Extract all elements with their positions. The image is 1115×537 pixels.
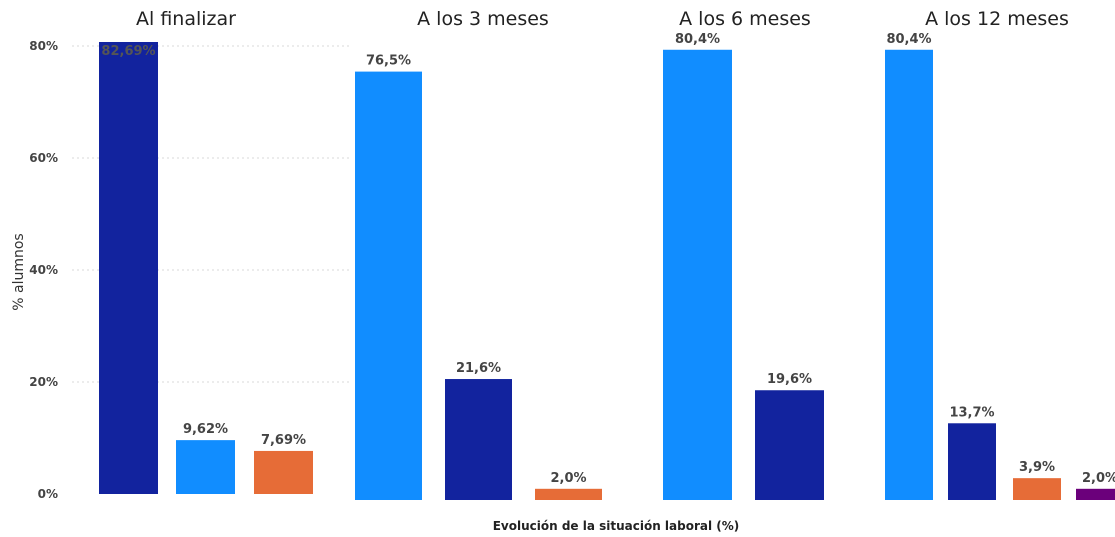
y-tick-label: 20% [29,375,58,389]
data-label: 2,0% [550,471,586,486]
bar [445,379,512,500]
y-axis-ticks: 0% 20% 40% 60% 80% [29,39,58,501]
data-label: 80,4% [675,32,720,47]
data-label: 80,4% [886,32,931,47]
bar [99,42,158,494]
bar [948,423,996,500]
bar [1013,478,1061,500]
x-axis-label: Evolución de la situación laboral (%) [493,519,740,533]
bar [663,49,732,500]
panel-title: A los 6 meses [679,8,811,30]
chart-panels: Al finalizar 82,69% 9,62% 7,69% A los 3 mese… [99,8,1115,500]
bar [1076,488,1115,500]
data-label: 82,69% [101,44,155,59]
panel-4: A los 12 meses 80,4% 13,7% 3,9% 2,0% [885,8,1115,500]
panel-1: Al finalizar 82,69% 9,62% 7,69% [99,8,313,494]
data-label: 2,0% [1082,471,1115,486]
y-axis-label: % alumnos [11,233,27,310]
data-label: 3,9% [1019,460,1055,475]
panel-title: A los 12 meses [925,8,1069,30]
bar [355,71,422,500]
panel-title: A los 3 meses [417,8,549,30]
bar [176,440,235,494]
bar [535,488,602,500]
data-label: 19,6% [767,372,812,387]
y-tick-label: 80% [29,39,58,53]
panel-2: A los 3 meses 76,5% 21,6% 2,0% [355,8,602,500]
data-label: 76,5% [366,54,411,69]
bar [885,49,933,500]
data-label: 7,69% [261,433,306,448]
bar [254,450,313,494]
panel-3: A los 6 meses 80,4% 19,6% [663,8,824,500]
y-tick-label: 0% [38,487,58,501]
y-tick-label: 60% [29,151,58,165]
data-label: 13,7% [949,405,994,420]
panel-title: Al finalizar [136,8,236,30]
data-label: 21,6% [456,361,501,376]
data-label: 9,62% [183,422,228,437]
y-tick-label: 40% [29,263,58,277]
bar [755,390,824,500]
